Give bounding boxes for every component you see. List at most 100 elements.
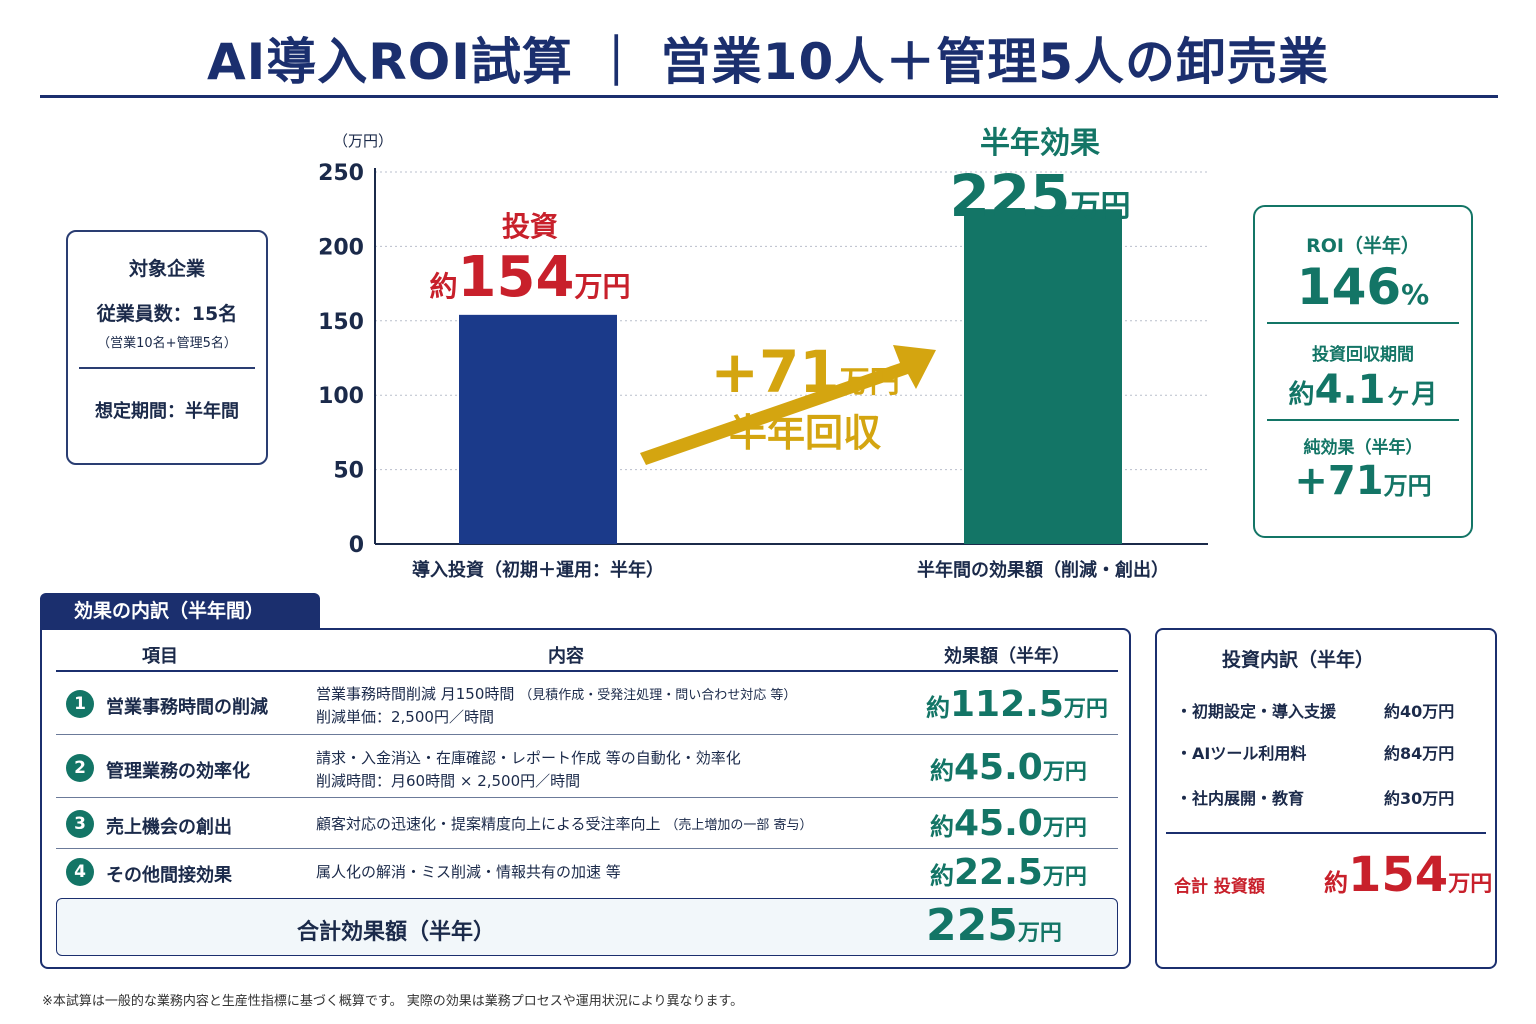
y-tick-label: 250 xyxy=(318,161,364,186)
roi-value: 146 xyxy=(1296,258,1402,316)
breakdown-table xyxy=(40,628,1131,969)
investment-bar xyxy=(459,314,617,544)
gain-value: +71 xyxy=(710,338,840,406)
target-company-heading: 対象企業 xyxy=(128,258,205,280)
row-item: 売上機会の創出 xyxy=(106,817,232,838)
row-amount-prefix: 約 xyxy=(930,813,954,841)
invest-prefix: 約 xyxy=(429,270,458,303)
page-title: AI導入ROI試算 ｜ 営業10人＋管理5人の卸売業 xyxy=(206,33,1330,91)
header-item: 項目 xyxy=(142,646,178,667)
row-amount-prefix: 約 xyxy=(930,862,954,890)
row-description-main: 営業事務時間削減 月150時間 xyxy=(316,685,515,703)
employee-count: 従業員数：15名 xyxy=(96,303,238,325)
total-effect-unit: 万円 xyxy=(1017,921,1062,946)
header-rule xyxy=(56,670,1118,672)
y-tick-label: 50 xyxy=(333,459,364,484)
invest-value: 154 xyxy=(457,245,575,310)
effect-value: 225 xyxy=(949,162,1071,230)
investment-item-label: ・社内展開・教育 xyxy=(1176,789,1305,808)
header-content: 内容 xyxy=(548,646,584,667)
row-number-badge: 3 xyxy=(66,810,94,838)
row-number-badge: 2 xyxy=(66,754,94,782)
row-rule xyxy=(56,797,1118,798)
row-description-main: 顧客対応の迅速化・提案精度向上による受注率向上 xyxy=(316,815,661,833)
payback-value: 4.1 xyxy=(1314,367,1386,413)
y-axis-unit-label: （万円） xyxy=(333,132,394,150)
effect-annotation: 半年効果 225万円 xyxy=(930,118,1150,230)
net-effect-value: +71 xyxy=(1294,458,1384,504)
roi-divider-1 xyxy=(1267,322,1459,324)
investment-total-unit: 万円 xyxy=(1448,872,1493,897)
investment-item-label: ・AIツール利用料 xyxy=(1176,744,1307,763)
row-item: その他間接効果 xyxy=(106,865,232,886)
invest-heading: 投資 xyxy=(501,210,558,243)
row-description-main: 属人化の解消・ミス削減・情報共有の加速 等 xyxy=(316,863,621,881)
row-rule xyxy=(56,848,1118,849)
row-rule xyxy=(56,734,1118,735)
row-amount-unit: 万円 xyxy=(1042,760,1087,785)
roi-unit: % xyxy=(1401,278,1430,311)
gain-note: 半年回収 xyxy=(728,411,881,455)
row-description-sub: 削減単価：2,500円／時間 xyxy=(316,708,494,726)
row-amount-unit: 万円 xyxy=(1042,865,1087,890)
total-effect-amount: 225万円 xyxy=(926,900,1062,951)
target-company-card: 対象企業 従業員数：15名 （営業10名+管理5名） 想定期間：半年間 xyxy=(66,230,268,465)
row-amount-value: 112.5 xyxy=(950,684,1064,725)
row-item: 管理業務の効率化 xyxy=(106,761,250,782)
row-amount-unit: 万円 xyxy=(1042,816,1087,841)
row-amount-value: 45.0 xyxy=(954,803,1043,844)
net-effect-unit: 万円 xyxy=(1383,472,1432,500)
row-amount: 約22.5万円 xyxy=(930,852,1087,893)
investment-item-value: 約84万円 xyxy=(1384,744,1455,763)
y-tick-label: 150 xyxy=(318,310,364,335)
row-amount-prefix: 約 xyxy=(930,757,954,785)
roi-label: ROI（半年） xyxy=(1306,235,1420,257)
y-tick-label: 100 xyxy=(318,384,364,409)
total-effect-value: 225 xyxy=(926,900,1018,951)
total-effect-box xyxy=(56,898,1118,956)
investment-total-prefix: 約 xyxy=(1324,869,1348,897)
gain-annotation: +71万円 半年回収 xyxy=(680,338,930,457)
row-amount-prefix: 約 xyxy=(926,694,950,722)
row-number-badge: 1 xyxy=(66,690,94,718)
employee-detail: （営業10名+管理5名） xyxy=(97,336,237,351)
roi-summary-card: ROI（半年） 146% 投資回収期間 約4.1ヶ月 純効果（半年） +71万円 xyxy=(1253,205,1473,538)
investment-total-amount: 約154万円 xyxy=(1324,847,1492,903)
row-number-badge: 4 xyxy=(66,858,94,886)
roi-divider-2 xyxy=(1267,419,1459,421)
roi-bar-chart: 0 50 100 150 200 250 導入投資（初期＋運用：半年） 半年間の効果額（削減… xyxy=(318,161,1208,581)
y-tick-label: 200 xyxy=(318,235,364,260)
invest-unit: 万円 xyxy=(574,270,631,303)
investment-breakdown-card xyxy=(1155,628,1497,969)
row-amount-value: 22.5 xyxy=(954,852,1043,893)
invest-annotation: 投資 約154万円 xyxy=(420,205,640,310)
row-description-main: 請求・入金消込・在庫確認・レポート作成 等の自動化・効率化 xyxy=(316,749,741,767)
total-effect-label: 合計効果額（半年） xyxy=(296,920,495,945)
row-item: 営業事務時間の削減 xyxy=(106,697,268,718)
gain-unit: 万円 xyxy=(839,365,900,400)
net-effect-label: 純効果（半年） xyxy=(1303,438,1423,458)
row-amount-value: 45.0 xyxy=(954,747,1043,788)
investment-total-value: 154 xyxy=(1348,847,1449,903)
row-description: 顧客対応の迅速化・提案精度向上による受注率向上 （売上増加の一部 寄与） xyxy=(316,813,812,837)
investment-heading: 投資内訳（半年） xyxy=(1222,649,1375,671)
y-tick-label: 0 xyxy=(349,533,364,558)
breakdown-tab: 効果の内訳（半年間） xyxy=(40,593,320,629)
footnote: ※本試算は一般的な業務内容と生産性指標に基づく概算です。 実際の効果は業務プロセ… xyxy=(42,994,744,1009)
x-category-label: 導入投資（初期＋運用：半年） xyxy=(412,559,664,581)
payback-unit: ヶ月 xyxy=(1385,380,1438,410)
x-category-label: 半年間の効果額（削減・創出） xyxy=(917,559,1169,581)
row-amount-unit: 万円 xyxy=(1063,697,1108,722)
investment-divider xyxy=(1166,832,1486,834)
investment-item-value: 約30万円 xyxy=(1384,789,1455,808)
row-description-note: （見積作成・受発注処理・問い合わせ対応 等） xyxy=(519,688,797,703)
row-description: 営業事務時間削減 月150時間 （見積作成・受発注処理・問い合わせ対応 等） xyxy=(316,683,796,707)
effect-heading: 半年効果 xyxy=(980,126,1100,161)
payback-label: 投資回収期間 xyxy=(1312,345,1414,365)
investment-total-label: 合計 投資額 xyxy=(1174,877,1265,897)
row-description-note: （売上増加の一部 寄与） xyxy=(665,818,813,833)
investment-item-value: 約40万円 xyxy=(1384,702,1455,721)
card-divider xyxy=(79,367,255,369)
row-amount: 約45.0万円 xyxy=(930,747,1087,788)
row-amount: 約112.5万円 xyxy=(926,684,1108,725)
